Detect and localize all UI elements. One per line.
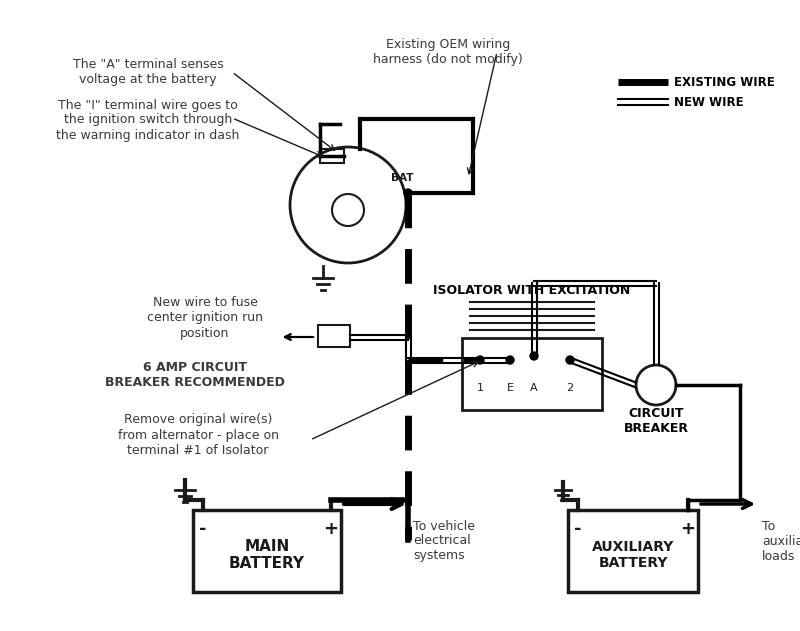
Bar [318, 325, 350, 347]
Circle shape [404, 189, 412, 197]
Text: CIRCUIT
BREAKER: CIRCUIT BREAKER [623, 407, 689, 435]
Bar [568, 510, 698, 592]
Text: The "A" terminal senses
voltage at the battery: The "A" terminal senses voltage at the b… [73, 58, 223, 86]
Text: To vehicle
electrical
systems: To vehicle electrical systems [413, 519, 475, 562]
Text: To
auxiliary
loads: To auxiliary loads [762, 519, 800, 562]
Text: 6 AMP CIRCUIT
BREAKER RECOMMENDED: 6 AMP CIRCUIT BREAKER RECOMMENDED [105, 361, 285, 389]
Text: Remove original wire(s)
from alternator - place on
terminal #1 of Isolator: Remove original wire(s) from alternator … [118, 413, 278, 456]
Text: AUXILIARY
BATTERY: AUXILIARY BATTERY [592, 540, 674, 570]
Text: The "I" terminal wire goes to
the ignition switch through
the warning indicator : The "I" terminal wire goes to the igniti… [56, 98, 240, 141]
Circle shape [530, 352, 538, 360]
Circle shape [566, 356, 574, 364]
Text: +: + [681, 520, 695, 538]
Circle shape [476, 356, 484, 364]
Text: ISOLATOR WITH EXCITATION: ISOLATOR WITH EXCITATION [434, 283, 630, 297]
Text: MAIN
BATTERY: MAIN BATTERY [229, 539, 305, 571]
Text: 2: 2 [566, 383, 574, 393]
Text: BAT: BAT [390, 173, 414, 183]
Text: -: - [199, 520, 206, 538]
Bar [193, 510, 341, 592]
Text: New wire to fuse
center ignition run
position: New wire to fuse center ignition run pos… [147, 297, 263, 339]
Text: NEW WIRE: NEW WIRE [674, 95, 744, 109]
Text: Existing OEM wiring
harness (do not modify): Existing OEM wiring harness (do not modi… [373, 38, 523, 66]
Text: -: - [574, 520, 582, 538]
Text: 1: 1 [477, 383, 483, 393]
Bar [462, 338, 602, 410]
Text: A: A [530, 383, 538, 393]
Circle shape [506, 356, 514, 364]
Bar [320, 149, 344, 163]
Text: +: + [323, 520, 338, 538]
Text: EXISTING WIRE: EXISTING WIRE [674, 76, 774, 88]
Text: E: E [506, 383, 514, 393]
